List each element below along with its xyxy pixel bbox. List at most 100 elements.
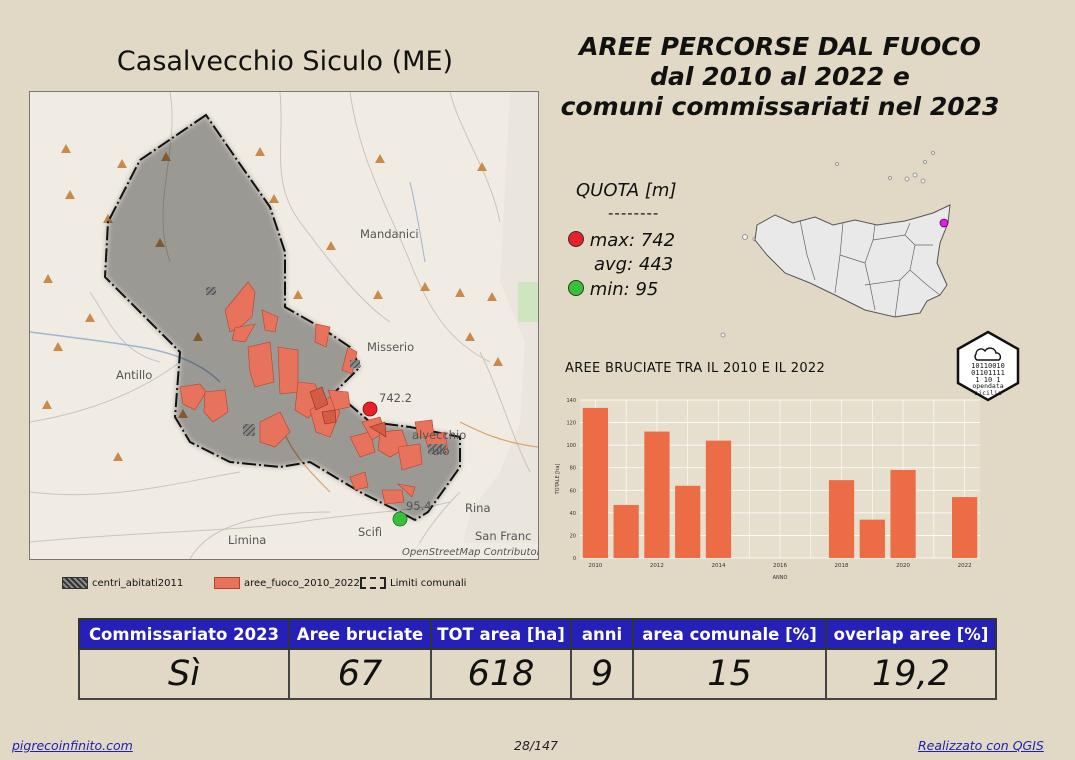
min-dot: [568, 280, 584, 296]
bar-2018[interactable]: [828, 480, 855, 558]
label-limina: Limina: [228, 533, 266, 547]
bar-2011[interactable]: [613, 504, 639, 558]
label-mandanici: Mandanici: [360, 227, 419, 241]
stats-table: Commissariato 2023 Aree bruciate TOT are…: [78, 618, 997, 700]
y-tick-label: 0: [573, 556, 576, 562]
bar-2019[interactable]: [859, 519, 885, 558]
logo-bin-1: 10110010: [971, 362, 1005, 370]
legend-item-boundary: Limiti comunali: [360, 577, 466, 589]
main-title: AREE PERCORSE DAL FUOCO dal 2010 al 2022…: [560, 32, 1000, 122]
quota-avg: avg: 443: [594, 254, 674, 275]
logo-text-1: opendata: [972, 382, 1003, 390]
y-tick-label: 40: [570, 511, 576, 517]
province-borders: [799, 219, 941, 318]
fire-swatch: [214, 577, 240, 589]
max-elevation-label: 742.2: [379, 391, 412, 405]
header-commissariato: Commissariato 2023: [78, 618, 290, 650]
fire-areas[interactable]: [179, 281, 449, 505]
terrain-area: [460, 92, 538, 559]
x-tick-label: 2012: [650, 563, 664, 569]
quota-min-row: min: 95: [568, 279, 658, 300]
fire-areas-dark: [309, 386, 387, 438]
boundary-shadow: [105, 115, 460, 520]
footer-page-number: 28/147: [514, 738, 558, 753]
value-overlap: 19,2: [825, 648, 997, 700]
footer-website-link[interactable]: pigrecoinfinito.com: [12, 738, 133, 753]
settlement: [428, 444, 446, 454]
y-tick-label: 20: [570, 533, 576, 539]
chart-ylabel: TOTALE [ha]: [555, 464, 561, 496]
chart-svg: 2010 2012 2014 2016 2018 2020 2022 0 20 40 60 80 10…: [555, 398, 980, 581]
bar-2014[interactable]: [705, 440, 732, 558]
roads: [30, 92, 531, 559]
opendata-sicilia-logo: 10110010 01101111 1 10 1 opendata sicili…: [952, 330, 1024, 402]
y-tick-label: 60: [570, 488, 576, 494]
main-title-line3: comuni commissariati nel 2023: [560, 92, 1000, 121]
bar-2013[interactable]: [675, 485, 701, 558]
logo-bin-2: 01101111: [971, 369, 1005, 377]
sicily-locator-map: [715, 145, 980, 345]
settlement-swatch: [62, 577, 88, 589]
x-tick-label: 2022: [958, 563, 972, 569]
min-elevation-marker[interactable]: [392, 511, 408, 527]
municipality-map[interactable]: Mandanici Misserio Antillo Rina San Fran…: [29, 91, 539, 560]
legend-item-settlements: centri_abitati2011: [62, 577, 183, 589]
min-elevation-label: 95.4: [406, 499, 432, 513]
y-tick-label: 100: [566, 443, 576, 449]
quota-separator: --------: [608, 204, 660, 222]
x-tick-label: 2020: [896, 563, 910, 569]
stream: [409, 181, 426, 263]
map-attribution: OpenStreetMap Contributor: [402, 547, 538, 558]
main-title-line1: AREE PERCORSE DAL FUOCO: [579, 32, 981, 61]
chart-y-ticks: 0 20 40 60 80 100 120 140: [566, 398, 576, 562]
chart-xlabel: ANNO: [773, 575, 788, 581]
label-san-francesco: San Franc: [475, 529, 531, 543]
map-legend: centri_abitati2011 aree_fuoco_2010_2022 …: [62, 577, 542, 595]
quota-max-row: max: 742: [568, 230, 675, 251]
value-commissariato: Sì: [78, 648, 290, 700]
chart-title: AREE BRUCIATE TRA IL 2010 E IL 2022: [565, 361, 826, 376]
chart-x-ticks: 2010 2012 2014 2016 2018 2020 2022: [588, 563, 971, 569]
bar-2010[interactable]: [582, 407, 608, 558]
settlement: [350, 360, 360, 368]
coastal-road: [459, 421, 538, 448]
park-area: [518, 282, 538, 322]
header-overlap: overlap aree [%]: [825, 618, 997, 650]
label-siculo: ulo: [432, 444, 450, 458]
y-tick-label: 140: [566, 398, 576, 404]
sicily-svg: [720, 151, 951, 338]
map-canvas: Mandanici Misserio Antillo Rina San Fran…: [30, 92, 538, 559]
logo-svg: 10110010 01101111 1 10 1 opendata sicili…: [956, 330, 1020, 402]
header-area-comunale: area comunale [%]: [632, 618, 827, 650]
legend-item-fire: aree_fuoco_2010_2022: [214, 577, 360, 589]
bar-2022[interactable]: [952, 497, 978, 558]
footer-qgis-link[interactable]: Realizzato con QGIS: [918, 738, 1044, 753]
label-misserio: Misserio: [367, 340, 414, 354]
label-rina: Rina: [465, 501, 491, 515]
label-antillo: Antillo: [116, 368, 152, 382]
settlement: [243, 424, 255, 436]
label-scifi: Scifì: [358, 525, 382, 539]
y-tick-label: 120: [566, 421, 576, 427]
logo-text-2: sicilia: [974, 389, 1001, 397]
bar-2012[interactable]: [644, 431, 670, 558]
value-tot-area: 618: [430, 648, 572, 700]
label-casalvecchio: alvecchio: [412, 428, 466, 442]
attribution-bg: [400, 543, 538, 559]
header-aree-bruciate: Aree bruciate: [288, 618, 432, 650]
value-aree-bruciate: 67: [288, 648, 432, 700]
x-tick-label: 2018: [835, 563, 849, 569]
x-tick-label: 2016: [773, 563, 787, 569]
stats-header-row: Commissariato 2023 Aree bruciate TOT are…: [78, 618, 997, 650]
quota-max: max: 742: [589, 230, 676, 251]
islands: [720, 151, 935, 338]
value-anni: 9: [570, 648, 634, 700]
location-dot: [939, 218, 949, 228]
bar-2020[interactable]: [890, 469, 916, 558]
quota-title: QUOTA [m]: [576, 180, 677, 201]
burned-area-chart: 2010 2012 2014 2016 2018 2020 2022 0 20 40 60 80 10…: [550, 395, 990, 585]
max-elevation-marker[interactable]: [362, 401, 378, 417]
logo-bin-3: 1 10 1: [975, 376, 1000, 384]
sicily-outline: [754, 204, 951, 318]
municipality-boundary[interactable]: [103, 113, 461, 522]
